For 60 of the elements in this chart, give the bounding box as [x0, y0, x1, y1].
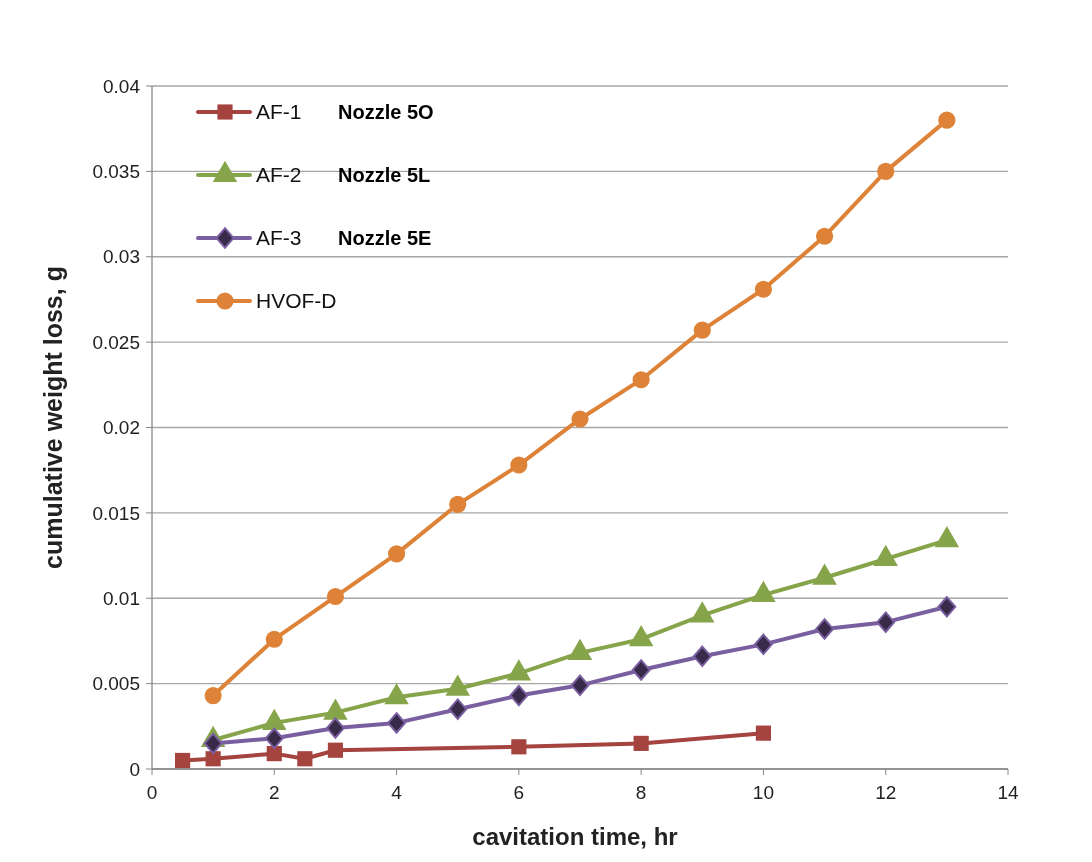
legend-label: AF-2 [256, 163, 302, 187]
point [265, 630, 283, 648]
y-tick-label: 0.02 [103, 417, 140, 439]
point [205, 751, 221, 767]
point [815, 618, 834, 640]
y-axis-title: cumulative weight loss, g [39, 266, 67, 569]
point [633, 735, 649, 751]
point [388, 545, 406, 563]
y-tick-label: 0.015 [92, 502, 140, 524]
point [448, 698, 468, 720]
point [816, 227, 834, 245]
point [938, 111, 956, 129]
point [266, 746, 282, 762]
legend-label: AF-1 [256, 100, 302, 124]
point [326, 717, 345, 739]
x-tick-label: 6 [513, 782, 525, 803]
point [387, 712, 406, 734]
x-tick-label: 8 [635, 782, 647, 803]
annotation: Nozzle 5E [338, 227, 432, 249]
x-tick-label: 2 [269, 782, 280, 803]
legend-label: HVOF-D [256, 289, 337, 313]
x-tick-label: 4 [391, 782, 403, 803]
point [631, 659, 651, 681]
y-tick-label: 0.01 [103, 587, 140, 609]
point [937, 596, 957, 618]
x-tick-label: 0 [146, 782, 158, 803]
point [692, 645, 712, 667]
point [571, 410, 589, 428]
y-tick-label: 0.025 [92, 331, 140, 353]
point [511, 739, 527, 755]
point [174, 752, 191, 769]
y-tick-label: 0.005 [92, 673, 140, 695]
annotation: Nozzle 5L [338, 164, 431, 186]
y-tick-label: 0.035 [92, 161, 140, 183]
point [509, 684, 529, 707]
point [693, 321, 711, 339]
x-axis-title: cavitation time, hr [472, 823, 678, 850]
point [754, 633, 773, 656]
y-tick-label: 0.03 [103, 246, 140, 268]
legend-label: AF-3 [256, 226, 302, 250]
point [510, 456, 528, 474]
point [877, 162, 895, 180]
point [327, 742, 344, 758]
y-tick-label: 0 [129, 758, 140, 780]
y-tick-label: 0.04 [103, 75, 141, 97]
point [754, 280, 772, 298]
point [264, 727, 284, 749]
point [876, 611, 896, 633]
point [203, 732, 223, 755]
point [449, 495, 467, 513]
point [755, 725, 772, 741]
x-tick-label: 14 [997, 782, 1019, 803]
point [297, 751, 313, 767]
annotation: Nozzle 5O [338, 101, 434, 123]
point [204, 687, 222, 705]
x-tick-label: 10 [752, 782, 774, 803]
x-tick-label: 12 [875, 782, 897, 803]
point [632, 371, 650, 389]
point [326, 588, 344, 606]
point [570, 674, 590, 697]
